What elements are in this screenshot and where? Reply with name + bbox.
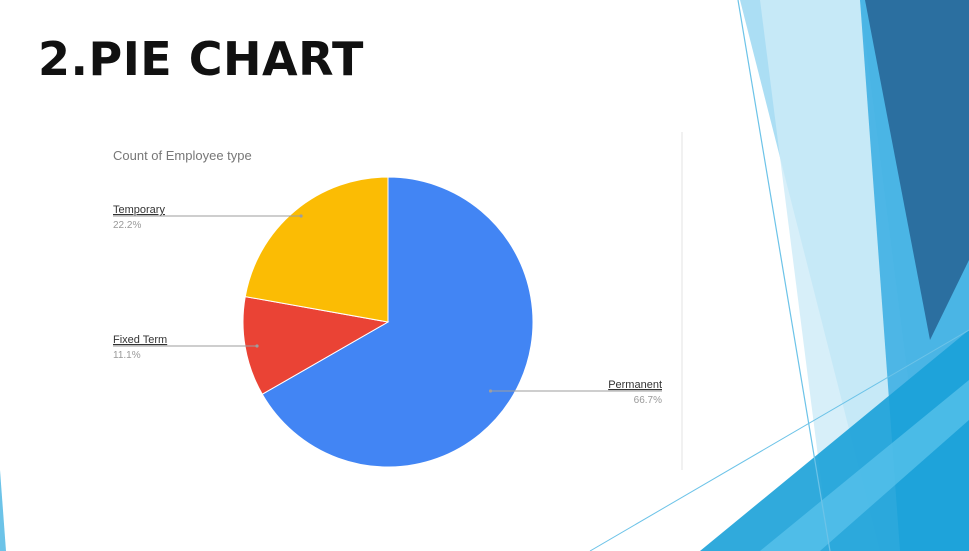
pie-slice-fixed-term xyxy=(242,296,390,395)
deco-line-1 xyxy=(737,0,831,551)
pie-slice-permanent xyxy=(261,176,534,468)
deco-shape-teal xyxy=(700,330,969,551)
slice-label-permanent: Permanent xyxy=(608,379,662,391)
slide-title: 2.PIE CHART xyxy=(38,32,364,86)
pie-slice-temporary xyxy=(244,176,389,323)
deco-shape-left-edge xyxy=(0,470,6,551)
slice-percent-permanent: 66.7% xyxy=(634,395,662,406)
deco-shape-dark xyxy=(865,0,969,340)
deco-line-2 xyxy=(589,329,969,551)
slice-percent-temporary: 22.2% xyxy=(113,220,141,231)
chart-title: Count of Employee type xyxy=(113,148,252,163)
slice-label-fixed-term: Fixed Term xyxy=(113,334,167,346)
slice-label-temporary: Temporary xyxy=(113,204,165,216)
slice-percent-fixed-term: 11.1% xyxy=(113,350,141,361)
deco-shape-light-lower xyxy=(760,380,969,551)
leader-dot-temporary xyxy=(299,214,303,218)
leader-dot-fixed-term xyxy=(255,344,259,348)
leader-dot-permanent xyxy=(488,389,493,393)
